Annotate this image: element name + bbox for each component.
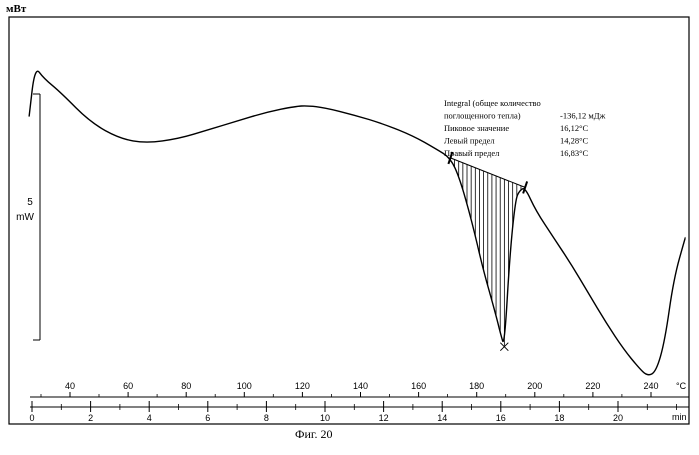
temperature-tick-label: 240	[643, 381, 658, 391]
time-tick-label: 14	[437, 413, 447, 423]
temperature-tick-label: 40	[65, 381, 75, 391]
time-unit-label: min	[672, 412, 687, 422]
time-tick-label: 6	[205, 413, 210, 423]
time-tick-label: 10	[320, 413, 330, 423]
annotation-value: 16,83°C	[560, 148, 589, 158]
scale-bar-value: 5	[27, 197, 33, 208]
annotation-value: -136,12 мДж	[560, 111, 606, 121]
annotation-value: 14,28°C	[560, 136, 589, 146]
time-tick-label: 2	[88, 413, 93, 423]
time-axis: 0 2 4 6 8 10 12 14 16 18 20	[29, 401, 676, 423]
temperature-tick-label: 100	[237, 381, 252, 391]
annotation-label: Пиковое значение	[444, 123, 509, 133]
plot-frame	[9, 17, 689, 424]
time-tick-label: 18	[554, 413, 564, 423]
annotation-value: 16,12°C	[560, 123, 589, 133]
temperature-tick-label: 60	[123, 381, 133, 391]
temperature-tick-label: 220	[585, 381, 600, 391]
temperature-tick-label: 80	[181, 381, 191, 391]
temperature-tick-label: 140	[353, 381, 368, 391]
temperature-tick-label: 180	[469, 381, 484, 391]
integration-annotation: Integral (общее количество поглощенного т…	[444, 98, 606, 158]
time-tick-label: 8	[264, 413, 269, 423]
temperature-unit-label: °C	[676, 381, 687, 391]
annotation-label: поглощенного тепла)	[444, 111, 521, 121]
temperature-tick-label: 120	[295, 381, 310, 391]
annotation-label: Integral (общее количество	[444, 98, 541, 108]
annotation-label: Правый предел	[444, 148, 500, 158]
time-tick-label: 20	[613, 413, 623, 423]
time-tick-label: 12	[379, 413, 389, 423]
temperature-tick-label: 160	[411, 381, 426, 391]
annotation-label: Левый предел	[444, 136, 495, 146]
time-tick-label: 4	[147, 413, 152, 423]
time-tick-label: 16	[496, 413, 506, 423]
scale-bar-unit: mW	[16, 212, 34, 223]
y-axis-label: мВт	[6, 3, 27, 15]
temperature-tick-label: 200	[527, 381, 542, 391]
figure-caption: Фиг. 20	[295, 427, 332, 441]
scale-bar: 5 mW	[16, 94, 40, 340]
temperature-axis: 40 60 80 100 120 140 160 180 200 220 240	[41, 381, 659, 397]
time-tick-label: 0	[29, 413, 34, 423]
